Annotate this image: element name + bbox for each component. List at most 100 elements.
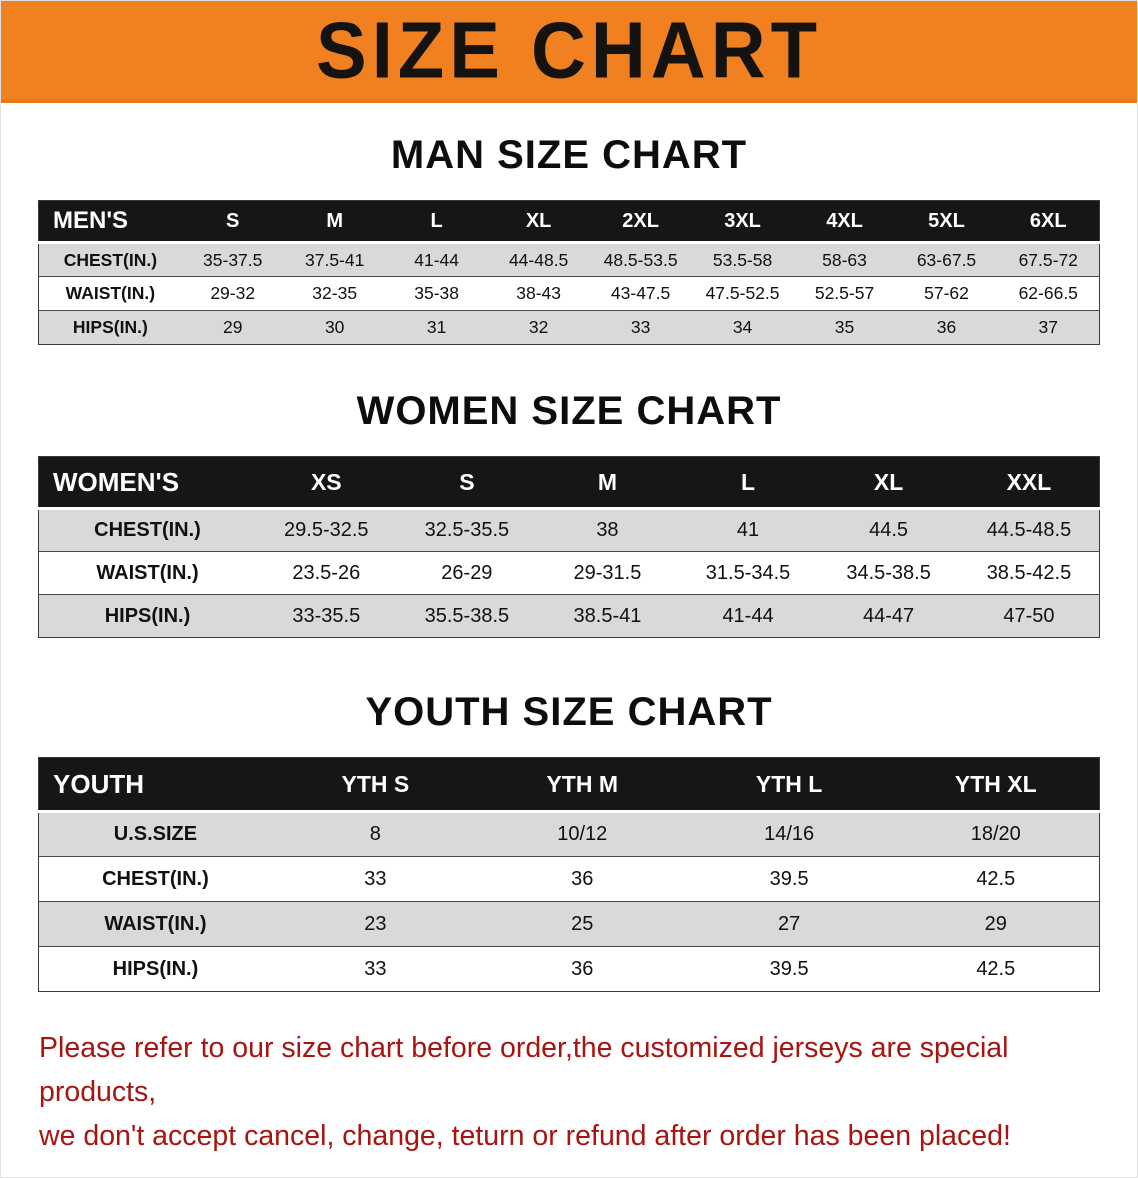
youth-group-label: YOUTH <box>38 757 272 813</box>
table-cell: 35-38 <box>385 276 488 311</box>
disclaimer-line-2: we don't accept cancel, change, teturn o… <box>39 1120 1011 1153</box>
men-table-body: CHEST(IN.) 35-37.5 37.5-41 41-44 44-48.5 48.5… <box>38 242 1100 345</box>
table-cell: 58-63 <box>793 242 896 277</box>
table-cell: 38.5-42.5 <box>958 551 1100 595</box>
row-label: U.S.SIZE <box>38 811 272 857</box>
men-size-table: MEN'S S M L XL 2XL 3XL 4XL 5XL 6XL CHEST(IN.) 35-37… <box>38 200 1100 345</box>
size-chart-banner: SIZE CHART <box>1 1 1137 103</box>
table-cell: 34 <box>691 310 794 345</box>
disclaimer-line-1: Please refer to our size chart before or… <box>39 1032 1009 1109</box>
table-cell: 42.5 <box>892 946 1100 992</box>
men-size-section: MAN SIZE CHART MEN'S S M L XL 2XL 3XL 4XL 5XL 6XL C… <box>1 133 1137 345</box>
youth-table-body: U.S.SIZE 8 10/12 14/16 18/20 CHEST(IN.) 33 36 39… <box>38 811 1100 992</box>
table-cell: 48.5-53.5 <box>589 242 692 277</box>
table-cell: 34.5-38.5 <box>818 551 959 595</box>
men-column-header: 2XL <box>589 200 692 244</box>
table-row: HIPS(IN.) 33 36 39.5 42.5 <box>38 946 1100 992</box>
women-column-header: M <box>537 456 678 510</box>
table-cell: 8 <box>271 811 479 857</box>
table-cell: 67.5-72 <box>997 242 1100 277</box>
table-cell: 18/20 <box>892 811 1100 857</box>
men-column-header: 5XL <box>895 200 998 244</box>
table-cell: 30 <box>283 310 386 345</box>
men-column-header: M <box>283 200 386 244</box>
women-group-label: WOMEN'S <box>38 456 256 510</box>
row-label: CHEST(IN.) <box>38 856 272 902</box>
men-header-row: MEN'S S M L XL 2XL 3XL 4XL 5XL 6XL <box>38 200 1100 244</box>
table-cell: 37 <box>997 310 1100 345</box>
table-cell: 25 <box>478 901 686 947</box>
table-cell: 41 <box>677 508 819 552</box>
table-cell: 44.5 <box>818 508 959 552</box>
table-cell: 33-35.5 <box>256 594 397 638</box>
women-column-header: S <box>396 456 538 510</box>
table-cell: 44-48.5 <box>487 242 590 277</box>
table-cell: 41-44 <box>385 242 488 277</box>
youth-column-header: YTH XL <box>892 757 1100 813</box>
table-cell: 44-47 <box>818 594 959 638</box>
table-cell: 32-35 <box>283 276 386 311</box>
women-column-header: XXL <box>958 456 1100 510</box>
table-cell: 32 <box>487 310 590 345</box>
table-row: WAIST(IN.) 29-32 32-35 35-38 38-43 43-47.5 47.… <box>38 276 1100 311</box>
table-row: HIPS(IN.) 33-35.5 35.5-38.5 38.5-41 41-44 44-… <box>38 594 1100 638</box>
table-cell: 29.5-32.5 <box>256 508 397 552</box>
table-row: CHEST(IN.) 33 36 39.5 42.5 <box>38 856 1100 902</box>
women-column-header: XL <box>818 456 959 510</box>
table-cell: 23 <box>271 901 479 947</box>
table-cell: 29 <box>181 310 284 345</box>
men-column-header: 6XL <box>997 200 1100 244</box>
table-cell: 47.5-52.5 <box>691 276 794 311</box>
women-size-section: WOMEN SIZE CHART WOMEN'S XS S M L XL XXL CHEST(I… <box>1 389 1137 638</box>
women-table-body: CHEST(IN.) 29.5-32.5 32.5-35.5 38 41 44.5 44.5… <box>38 508 1100 638</box>
row-label: WAIST(IN.) <box>38 901 272 947</box>
table-cell: 44.5-48.5 <box>958 508 1100 552</box>
table-row: WAIST(IN.) 23 25 27 29 <box>38 901 1100 947</box>
table-cell: 32.5-35.5 <box>396 508 538 552</box>
table-cell: 47-50 <box>958 594 1100 638</box>
table-cell: 39.5 <box>685 856 893 902</box>
row-label: HIPS(IN.) <box>38 946 272 992</box>
women-column-header: L <box>677 456 819 510</box>
banner-title: SIZE CHART <box>316 5 822 95</box>
table-cell: 53.5-58 <box>691 242 794 277</box>
table-cell: 33 <box>271 946 479 992</box>
table-cell: 31 <box>385 310 488 345</box>
youth-size-table: YOUTH YTH S YTH M YTH L YTH XL U.S.SIZE 8 10/12… <box>38 757 1100 992</box>
table-cell: 35-37.5 <box>181 242 284 277</box>
men-column-header: 4XL <box>793 200 896 244</box>
table-row: CHEST(IN.) 29.5-32.5 32.5-35.5 38 41 44.5 44.5… <box>38 508 1100 552</box>
table-cell: 33 <box>589 310 692 345</box>
table-row: CHEST(IN.) 35-37.5 37.5-41 41-44 44-48.5 48.5… <box>38 242 1100 277</box>
table-row: WAIST(IN.) 23.5-26 26-29 29-31.5 31.5-34.5 34… <box>38 551 1100 595</box>
table-cell: 10/12 <box>478 811 686 857</box>
table-cell: 38.5-41 <box>537 594 678 638</box>
table-cell: 39.5 <box>685 946 893 992</box>
table-cell: 27 <box>685 901 893 947</box>
table-row: HIPS(IN.) 29 30 31 32 33 34 35 36 37 <box>38 310 1100 345</box>
disclaimer: Please refer to our size chart before or… <box>39 1026 1111 1159</box>
youth-column-header: YTH L <box>685 757 893 813</box>
table-cell: 29-32 <box>181 276 284 311</box>
table-cell: 26-29 <box>396 551 538 595</box>
women-column-header: XS <box>256 456 397 510</box>
women-section-heading: WOMEN SIZE CHART <box>356 389 782 433</box>
row-label: WAIST(IN.) <box>38 276 182 311</box>
table-cell: 14/16 <box>685 811 893 857</box>
table-cell: 35 <box>793 310 896 345</box>
table-cell: 57-62 <box>895 276 998 311</box>
table-cell: 29-31.5 <box>537 551 678 595</box>
row-label: WAIST(IN.) <box>38 551 256 595</box>
table-cell: 52.5-57 <box>793 276 896 311</box>
men-column-header: S <box>181 200 284 244</box>
row-label: HIPS(IN.) <box>38 310 182 345</box>
youth-column-header: YTH M <box>478 757 686 813</box>
table-cell: 36 <box>895 310 998 345</box>
table-cell: 33 <box>271 856 479 902</box>
youth-column-header: YTH S <box>271 757 479 813</box>
table-cell: 43-47.5 <box>589 276 692 311</box>
table-cell: 31.5-34.5 <box>677 551 819 595</box>
men-group-label: MEN'S <box>38 200 182 244</box>
table-cell: 41-44 <box>677 594 819 638</box>
men-column-header: XL <box>487 200 590 244</box>
